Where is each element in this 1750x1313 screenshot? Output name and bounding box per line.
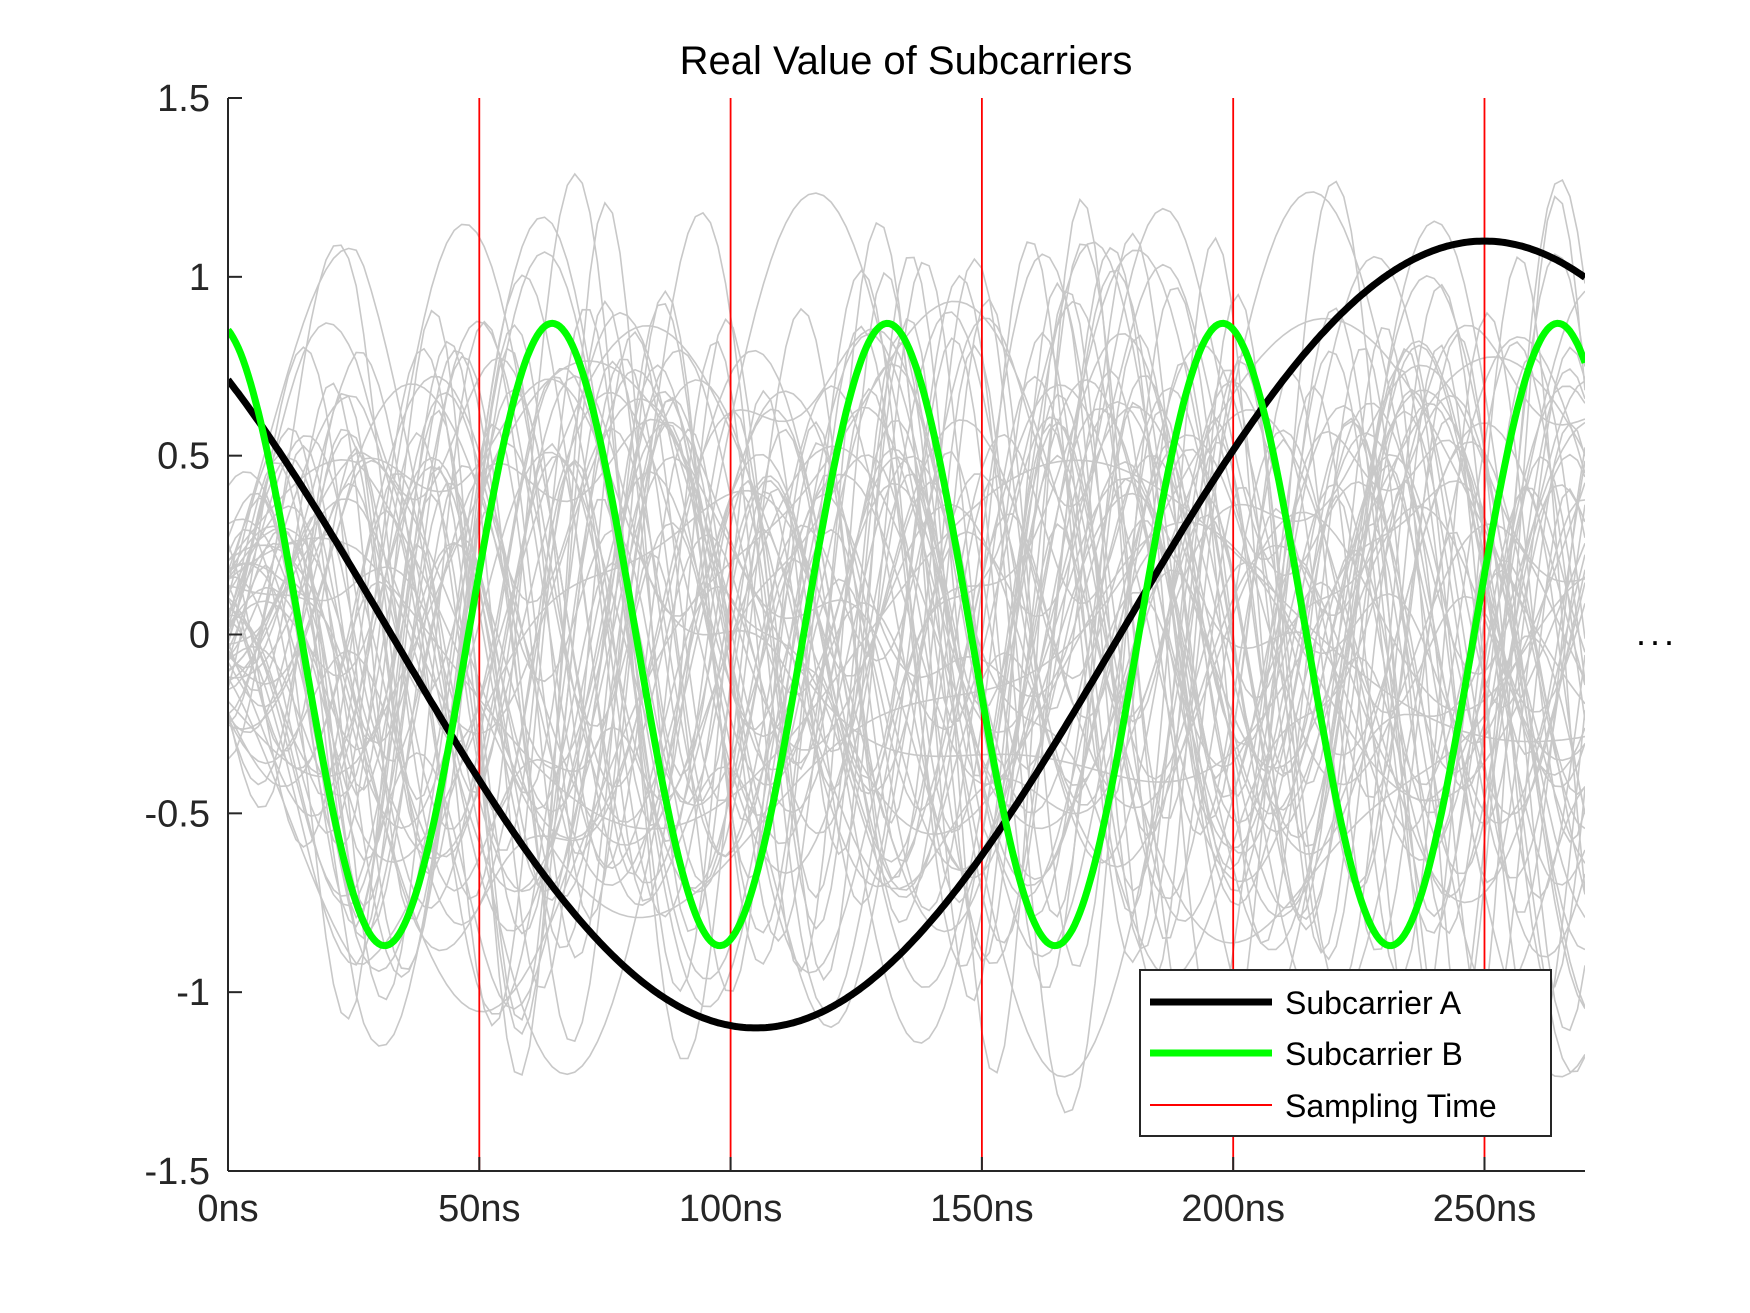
x-tick-label: 50ns	[438, 1188, 520, 1230]
y-tick-label: -1.5	[145, 1151, 210, 1193]
background-curve	[228, 311, 1585, 958]
legend-label-subcarrier-a: Subcarrier A	[1285, 985, 1462, 1021]
background-curve	[228, 349, 1585, 899]
background-curve	[228, 307, 1585, 930]
y-axis-ticks: 1.5 1 0.5 0 -0.5 -1 -1.5	[145, 78, 242, 1193]
background-curve	[228, 317, 1585, 919]
x-tick-label: 0ns	[197, 1188, 258, 1230]
y-tick-label: 0.5	[157, 436, 210, 478]
background-curve	[228, 459, 1585, 830]
background-curve	[228, 410, 1585, 879]
background-curve	[228, 269, 1585, 1001]
background-curve	[228, 311, 1585, 909]
background-curve	[228, 439, 1585, 830]
chart-title: Real Value of Subcarriers	[680, 39, 1133, 83]
background-curve	[228, 324, 1585, 965]
y-tick-label: -0.5	[145, 793, 210, 835]
background-curve	[228, 243, 1585, 1039]
x-axis-ticks: 0ns 50ns 100ns 150ns 200ns 250ns	[197, 1157, 1536, 1230]
background-curve	[228, 172, 1585, 1114]
series-lines	[228, 237, 1585, 1032]
x-tick-label: 150ns	[930, 1188, 1034, 1230]
x-tick-label: 200ns	[1181, 1188, 1285, 1230]
y-tick-label: 0	[189, 615, 210, 657]
y-tick-label: 1	[189, 257, 210, 299]
y-tick-label: 1.5	[157, 78, 210, 120]
background-curve	[228, 216, 1585, 1008]
series-line-subcarrier-b	[228, 319, 1585, 950]
background-curve	[228, 223, 1585, 1044]
x-tick-label: 250ns	[1433, 1188, 1537, 1230]
background-curve	[228, 211, 1585, 1077]
background-curve	[228, 236, 1585, 1021]
legend-label-subcarrier-b: Subcarrier B	[1285, 1036, 1463, 1072]
y-tick-label: -1	[176, 972, 210, 1014]
background-curve	[228, 375, 1585, 887]
series-line-subcarrier-a	[228, 237, 1585, 1032]
legend-label-sampling-time: Sampling Time	[1285, 1088, 1497, 1124]
continuation-ellipsis: ...	[1636, 612, 1678, 653]
background-curve	[228, 241, 1585, 1030]
legend: Subcarrier A Subcarrier B Sampling Time	[1139, 969, 1552, 1137]
background-curve	[228, 383, 1585, 904]
x-tick-label: 100ns	[679, 1188, 783, 1230]
